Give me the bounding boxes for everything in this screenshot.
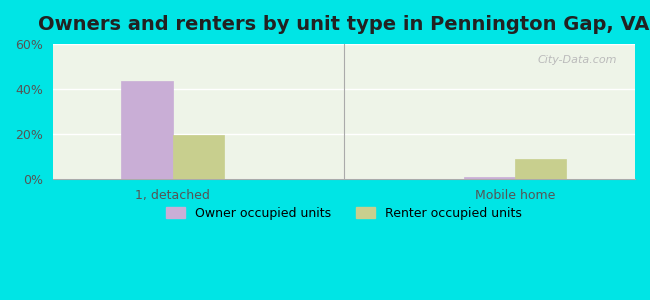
Legend: Owner occupied units, Renter occupied units: Owner occupied units, Renter occupied un…	[161, 202, 526, 225]
Title: Owners and renters by unit type in Pennington Gap, VA: Owners and renters by unit type in Penni…	[38, 15, 649, 34]
Bar	[172, 135, 224, 179]
Bar	[121, 81, 172, 179]
Bar	[463, 177, 515, 179]
Bar	[515, 159, 567, 179]
Text: City-Data.com: City-Data.com	[538, 55, 617, 65]
